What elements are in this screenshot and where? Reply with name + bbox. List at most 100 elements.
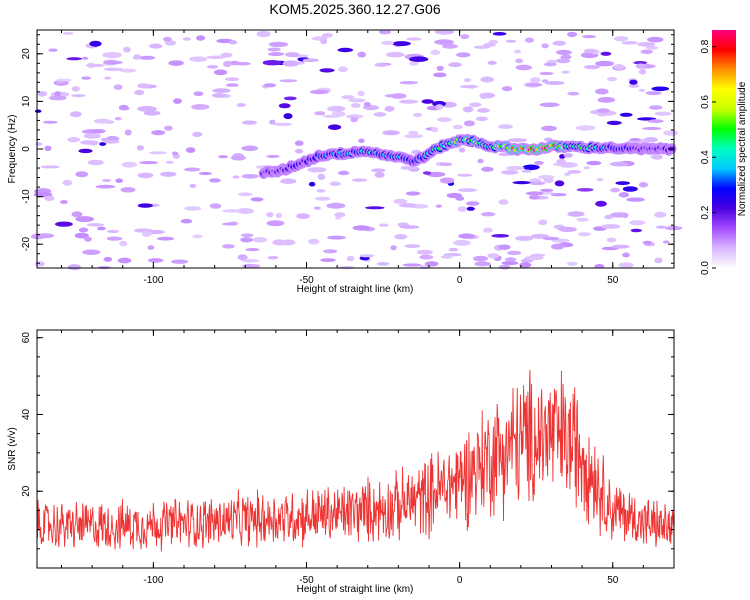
noise-blob <box>618 192 630 198</box>
noise-blob <box>398 203 418 208</box>
noise-blob <box>481 166 494 172</box>
noise-blob <box>629 79 638 85</box>
noise-blob <box>556 49 572 56</box>
noise-blob <box>458 233 476 239</box>
noise-blob <box>515 58 524 64</box>
noise-blob <box>198 172 213 175</box>
noise-blob <box>647 36 664 43</box>
noise-blob <box>654 257 663 264</box>
noise-blob <box>504 257 517 262</box>
y-tick-label: 10 <box>21 95 32 107</box>
noise-blob <box>71 94 86 98</box>
noise-blob <box>421 99 434 104</box>
snr-y-ticks: 20 40 60 <box>21 332 674 569</box>
noise-blob <box>463 120 475 127</box>
noise-blob <box>104 76 112 80</box>
noise-blob <box>87 159 104 166</box>
x-tick-label: 0 <box>457 575 463 586</box>
noise-blob <box>440 255 453 259</box>
noise-blob <box>351 178 368 182</box>
noise-blob <box>192 131 203 138</box>
noise-blob <box>67 137 81 143</box>
noise-blob <box>384 105 395 112</box>
noise-blob <box>222 209 242 213</box>
noise-blob <box>544 81 565 85</box>
noise-blob <box>89 40 102 47</box>
y-tick-label: 20 <box>21 48 32 60</box>
noise-blob <box>436 65 444 71</box>
noise-blob <box>393 198 408 204</box>
noise-blob <box>240 237 254 243</box>
noise-blob <box>67 264 81 271</box>
noise-blob <box>406 37 422 41</box>
noise-blob <box>117 257 132 264</box>
colorbar-tick-label: 0.6 <box>700 95 711 109</box>
spectrogram-x-label: Height of straight line (km) <box>297 284 414 295</box>
noise-blob <box>606 237 617 243</box>
noise-blob <box>323 249 338 254</box>
noise-blob <box>62 179 73 186</box>
noise-blob <box>123 46 131 53</box>
noise-blob <box>95 184 116 189</box>
snr-x-ticks: -100 -50 0 50 <box>61 330 675 586</box>
noise-blob <box>552 40 566 46</box>
noise-blob <box>618 262 634 268</box>
noise-blob <box>294 140 304 146</box>
noise-blob <box>268 41 289 48</box>
noise-blob <box>596 108 610 113</box>
noise-blob <box>328 124 342 130</box>
noise-blob <box>263 83 277 88</box>
noise-blob <box>185 147 196 153</box>
noise-blob <box>563 153 573 158</box>
noise-blob <box>480 212 496 217</box>
noise-blob <box>522 164 540 171</box>
noise-blob <box>558 226 577 233</box>
noise-blob <box>477 108 490 113</box>
noise-blob <box>86 223 105 227</box>
noise-blob <box>385 51 405 58</box>
noise-blob <box>551 243 565 250</box>
y-tick-label: -20 <box>21 237 32 252</box>
noise-blob <box>399 225 420 229</box>
x-tick-label: -100 <box>143 575 163 586</box>
noise-blob <box>635 63 646 69</box>
noise-blob <box>236 208 255 214</box>
noise-blob <box>530 77 541 84</box>
noise-blob <box>100 137 109 142</box>
noise-blob <box>34 261 45 267</box>
noise-blob <box>307 167 327 173</box>
noise-blob <box>382 130 400 136</box>
noise-blob <box>160 171 177 177</box>
noise-blob <box>597 112 607 117</box>
noise-blob <box>280 178 297 184</box>
noise-blob <box>166 160 174 164</box>
noise-blob <box>514 235 534 241</box>
noise-blob <box>121 161 137 168</box>
noise-blob <box>567 91 580 96</box>
noise-blob <box>612 244 630 249</box>
noise-blob <box>498 124 513 129</box>
noise-blob <box>512 181 532 185</box>
noise-blob <box>404 134 424 139</box>
noise-blob <box>184 206 202 211</box>
noise-blob <box>308 238 320 245</box>
noise-blob <box>398 99 419 104</box>
spectrogram-signal-layer <box>258 133 677 179</box>
noise-blob <box>196 35 206 41</box>
noise-blob <box>379 223 389 227</box>
noise-blob <box>237 254 248 261</box>
noise-blob <box>384 94 401 98</box>
noise-blob <box>237 192 253 197</box>
noise-blob <box>394 233 408 240</box>
noise-blob <box>607 76 618 82</box>
noise-blob <box>515 64 532 71</box>
chart-title: KOM5.2025.360.12.27.G06 <box>269 1 440 17</box>
noise-blob <box>282 60 300 67</box>
colorbar-label: Normalized spectral amplitude <box>737 81 748 216</box>
noise-blob <box>457 173 473 177</box>
noise-blob <box>400 166 420 170</box>
noise-blob <box>209 178 221 183</box>
noise-blob <box>114 117 122 121</box>
noise-blob <box>600 51 612 56</box>
